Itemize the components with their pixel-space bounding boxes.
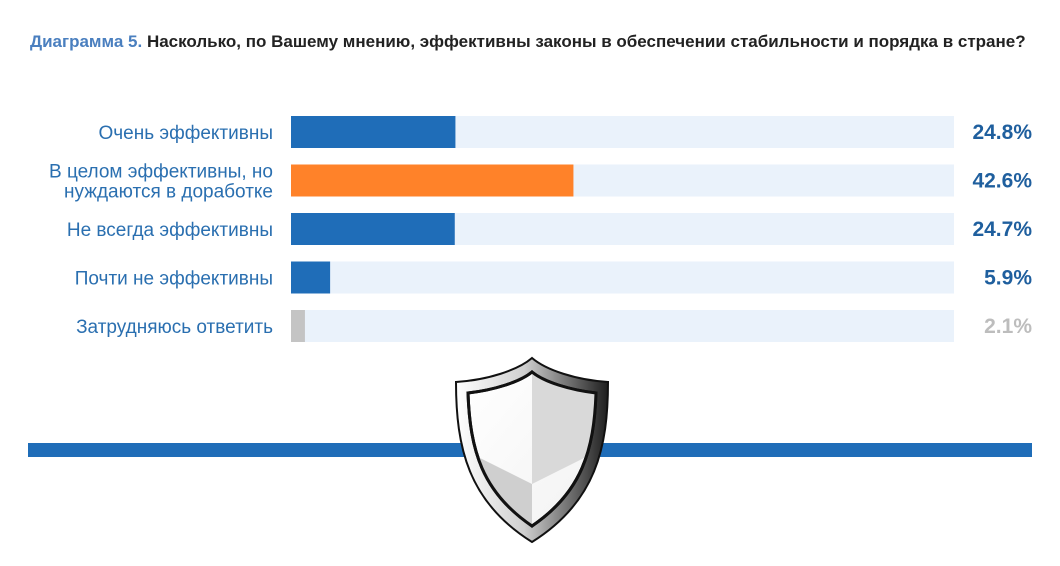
shield-icon	[448, 352, 616, 548]
category-label-0: Очень эффективны	[98, 123, 273, 144]
value-label-4: 2.1%	[984, 315, 1032, 338]
chart-title-prefix: Диаграмма 5.	[30, 32, 143, 51]
category-label-2: Не всегда эффективны	[67, 220, 273, 241]
bars-group: Очень эффективны 24.8% В целом эффективны,…	[49, 116, 1032, 342]
value-label-2: 24.7%	[972, 218, 1032, 241]
bar-3	[291, 261, 331, 294]
value-label-3: 5.9%	[984, 267, 1032, 290]
chart-title: Диаграмма 5. Насколько, по Вашему мнению…	[30, 30, 1035, 54]
bar-track-4	[291, 310, 954, 342]
bar-1	[291, 164, 574, 197]
value-label-0: 24.8%	[972, 121, 1032, 144]
category-label-3: Почти не эффективны	[75, 269, 273, 290]
category-label-1-line-1: нуждаются в доработке	[64, 182, 273, 203]
category-label-1-line-0: В целом эффективны, но	[49, 162, 273, 183]
category-label-4: Затрудняюсь ответить	[76, 317, 273, 338]
bar-2	[291, 213, 455, 245]
bar-4	[291, 310, 305, 342]
bar-0	[291, 116, 456, 148]
value-label-1: 42.6%	[972, 170, 1032, 193]
bar-track-3	[291, 261, 954, 294]
chart-title-text: Насколько, по Вашему мнению, эффективны …	[146, 32, 1026, 51]
